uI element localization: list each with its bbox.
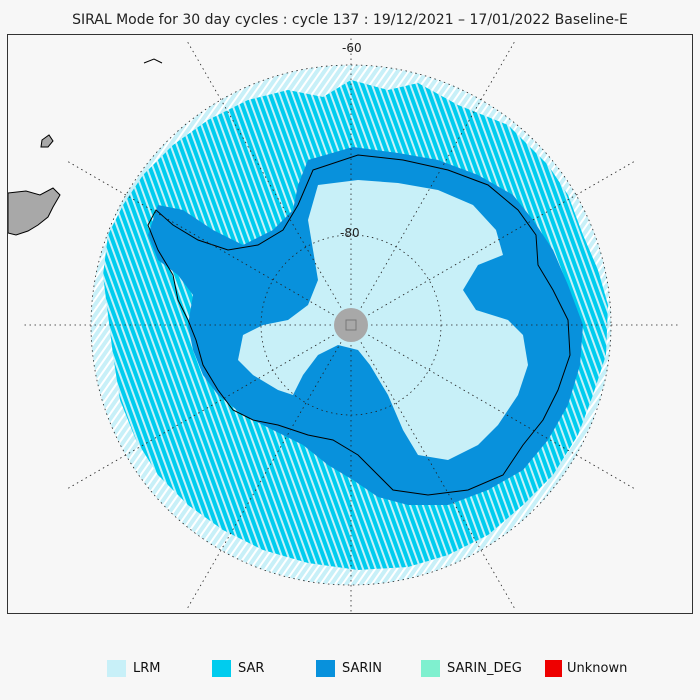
legend-swatch-unknown [545,660,562,677]
legend-swatch-sarin [316,660,335,677]
legend-swatch-sar [212,660,231,677]
meridian-line [360,342,517,611]
lat-label-minus-60: -60 [342,41,362,55]
legend-label-unknown: Unknown [567,661,628,676]
legend-label-sar: SAR [238,661,265,676]
map-title: SIRAL Mode for 30 day cycles : cycle 137… [72,12,628,28]
meridian-line [360,39,517,308]
lat-label-minus-80: -80 [340,226,360,240]
pole-hole [334,308,368,342]
meridians [21,35,681,613]
meridian-line [65,334,334,491]
meridian-line [185,342,342,611]
pole-marker [345,319,357,331]
map-frame: -60 -80 [7,34,693,614]
meridian-line [65,159,334,316]
meridian-line [368,159,637,316]
legend-swatch-sarin-deg [421,660,440,677]
legend-label-sarin-deg: SARIN_DEG [447,661,522,676]
legend-label-sarin: SARIN [342,661,382,676]
meridian-line [368,334,637,491]
legend: LRM SAR SARIN SARIN_DEG Unknown [0,658,700,682]
legend-label-lrm: LRM [133,661,161,676]
polar-map: -60 -80 [8,35,681,613]
meridian-line [185,39,342,308]
south-georgia [143,58,163,64]
falkland-islands [40,134,54,148]
antarctic-coastline [147,154,571,496]
lrm-ice-sheet-interior [238,180,528,460]
south-america-tip [8,187,61,236]
legend-swatch-lrm [107,660,126,677]
